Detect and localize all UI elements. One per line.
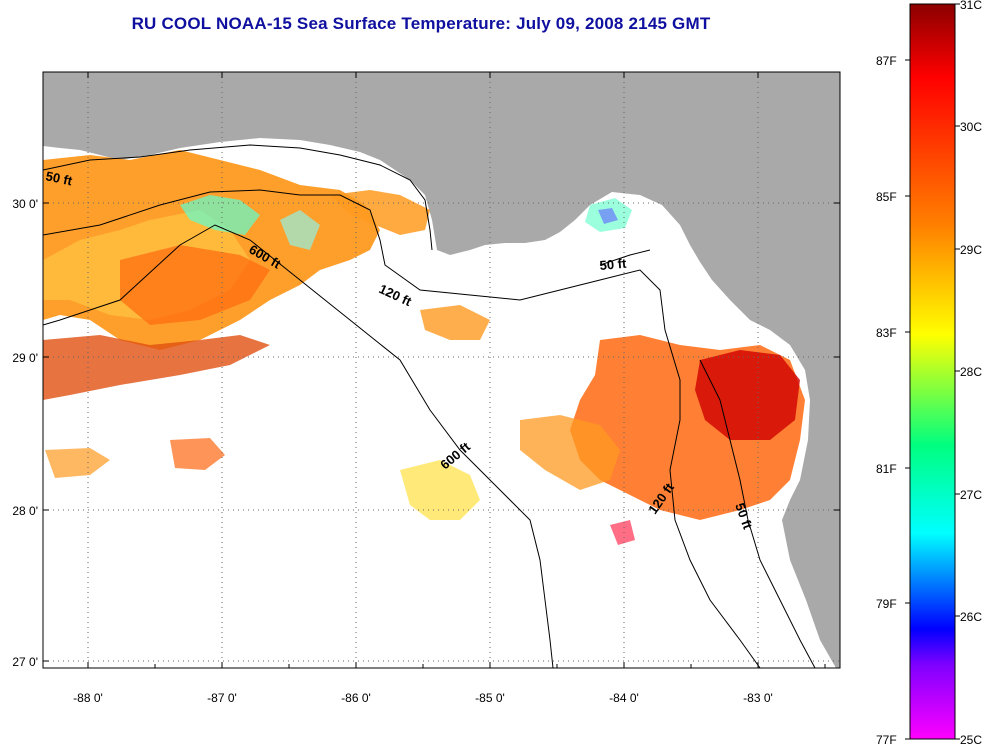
colorbar-fahrenheit-label: 81F <box>876 462 897 476</box>
y-tick-label: 29 0' <box>12 351 38 365</box>
colorbar-celsius-label: 29C <box>960 243 982 257</box>
bathymetry-contours <box>42 144 816 669</box>
x-tick-label: -85 0' <box>475 691 505 705</box>
x-tick-label: -84 0' <box>609 691 639 705</box>
contour-label-50ft: 50 ft <box>599 256 628 273</box>
x-tick-label: -86 0' <box>341 691 371 705</box>
colorbar-celsius-label: 26C <box>960 610 982 624</box>
colorbar-celsius-label: 28C <box>960 365 982 379</box>
colorbar-fahrenheit-label: 77F <box>876 733 897 747</box>
y-tick-label: 27 0' <box>12 655 38 669</box>
map-frame <box>42 71 841 669</box>
colorbar-fahrenheit-label: 87F <box>876 54 897 68</box>
colorbar-fahrenheit-label: 79F <box>876 597 897 611</box>
colorbar <box>909 3 956 740</box>
x-tick-label: -87 0' <box>207 691 237 705</box>
x-tick-label: -83 0' <box>743 691 773 705</box>
colorbar-celsius-label: 27C <box>960 488 982 502</box>
map-tick-marks <box>43 72 840 668</box>
y-tick-label: 30 0' <box>12 197 38 211</box>
x-tick-label: -88 0' <box>73 691 103 705</box>
colorbar-ticks <box>905 3 960 740</box>
colorbar-celsius-label: 30C <box>960 120 982 134</box>
contour-label-50ft: 50 ft <box>44 168 74 188</box>
sst-data-patches <box>43 150 805 545</box>
land-mass <box>43 72 840 668</box>
y-tick-label: 28 0' <box>12 504 38 518</box>
colorbar-celsius-label: 31C <box>960 0 982 12</box>
map-title: RU COOL NOAA-15 Sea Surface Temperature:… <box>131 14 711 33</box>
colorbar-fahrenheit-label: 83F <box>876 326 897 340</box>
colorbar-celsius-label: 25C <box>960 733 982 747</box>
colorbar-fahrenheit-label: 85F <box>876 190 897 204</box>
